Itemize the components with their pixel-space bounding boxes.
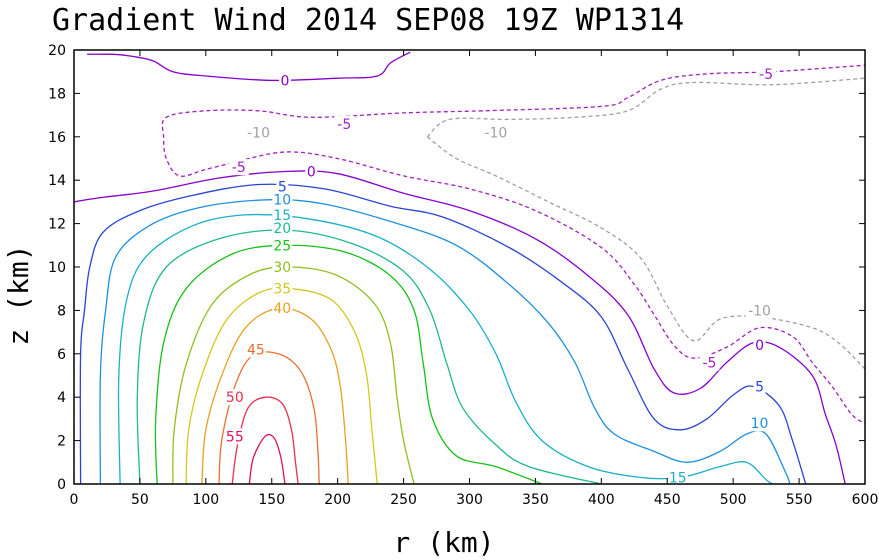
y-tick-label-8: 8 — [57, 303, 66, 319]
contour-label-10-1: 10 — [751, 416, 769, 432]
contour-line-45-seg-0 — [218, 351, 320, 484]
contour-label-bg-45-0 — [245, 341, 266, 358]
contour-line-30-seg-0 — [172, 266, 415, 484]
contour-label-35-0: 35 — [273, 282, 291, 298]
y-tick-label-20: 20 — [48, 43, 66, 59]
y-axis-title: z (km) — [2, 244, 35, 345]
x-tick-label-150: 150 — [258, 492, 285, 508]
contour-label-bg-5-1 — [753, 378, 766, 395]
plot-area — [74, 51, 865, 484]
contour-label-30-0: 30 — [273, 260, 291, 276]
chart-title: Gradient Wind 2014 SEP08 19Z WP1314 — [52, 3, 684, 38]
y-tick-label-16: 16 — [48, 130, 66, 146]
contour-label-bg-25-0 — [272, 237, 293, 254]
contour-line-40-seg-0 — [201, 307, 349, 484]
contour-line-0-seg-1 — [74, 170, 846, 484]
contour-line-5-seg-0 — [79, 183, 807, 484]
contour-label-20-0: 20 — [273, 221, 291, 237]
contour-label-bg-neg10-0 — [244, 124, 273, 141]
contour-line-35-seg-0 — [185, 287, 378, 484]
contour-line-55-seg-0 — [248, 433, 286, 484]
contour-label-bg-5-0 — [276, 178, 289, 195]
contour-label-45-0: 45 — [247, 342, 265, 358]
contour-label-neg10-0: -10 — [247, 125, 270, 141]
contour-label-neg5-0: -5 — [337, 117, 351, 133]
contour-label-bg-20-0 — [272, 219, 293, 236]
x-tick-label-0: 0 — [70, 492, 79, 508]
contour-label-bg-0-0 — [278, 72, 291, 89]
contour-label-50-0: 50 — [226, 390, 244, 406]
contour-label-neg5-3: -5 — [759, 67, 773, 83]
x-tick-label-400: 400 — [588, 492, 615, 508]
axes: 0 50 100 150 200 250 300 350 400 450 500 550 6000246… — [48, 43, 878, 508]
contour-line-10-seg-0 — [99, 199, 791, 484]
x-tick-label-450: 450 — [654, 492, 681, 508]
contour-label-10-0: 10 — [273, 193, 291, 209]
y-tick-label-2: 2 — [57, 434, 66, 450]
contour-label-bg-35-0 — [272, 280, 293, 297]
contour-label-bg-neg5-0 — [334, 115, 355, 132]
contour-label-5-1: 5 — [755, 379, 764, 395]
contour-label-bg-0-1 — [305, 163, 318, 180]
x-tick-label-200: 200 — [324, 492, 351, 508]
y-tick-label-4: 4 — [57, 390, 66, 406]
contour-labels: -10 -10-10-5-5-5-500055101015152025303540… — [224, 65, 777, 486]
contour-label-bg-50-0 — [224, 389, 245, 406]
x-tick-label-50: 50 — [131, 492, 149, 508]
contour-line-neg10-seg-0 — [426, 77, 865, 138]
plot-frame — [73, 49, 866, 485]
contour-label-bg-10-1 — [749, 415, 770, 432]
x-tick-label-350: 350 — [522, 492, 549, 508]
contour-label-bg-10-0 — [272, 191, 293, 208]
x-tick-label-600: 600 — [852, 492, 879, 508]
contour-line-25-seg-0 — [154, 244, 543, 484]
y-tick-label-10: 10 — [48, 260, 66, 276]
contour-label-neg5-2: -5 — [702, 355, 716, 371]
contour-label-bg-neg5-2 — [699, 354, 720, 371]
contour-label-55-0: 55 — [226, 429, 244, 445]
contour-label-neg5-1: -5 — [232, 160, 246, 176]
contour-line-20-seg-0 — [136, 229, 602, 484]
contour-label-bg-15-0 — [272, 206, 293, 223]
contour-label-0-0: 0 — [280, 73, 289, 89]
contour-label-15-0: 15 — [273, 208, 291, 224]
contour-label-bg-neg10-2 — [745, 302, 774, 319]
contour-label-bg-0-2 — [753, 337, 766, 354]
contour-label-40-0: 40 — [273, 301, 291, 317]
contour-label-neg10-1: -10 — [484, 125, 507, 141]
contour-line-neg10-seg-1 — [426, 136, 865, 370]
contour-line-neg5-seg-1 — [232, 151, 865, 424]
contour-line-0-seg-0 — [87, 51, 411, 82]
contour-label-bg-55-0 — [224, 428, 245, 445]
y-tick-label-6: 6 — [57, 347, 66, 363]
y-tick-label-18: 18 — [48, 86, 66, 102]
contour-label-5-0: 5 — [278, 180, 287, 196]
contour-label-bg-30-0 — [272, 259, 293, 275]
y-tick-label-0: 0 — [57, 477, 66, 493]
contour-label-15-1: 15 — [669, 470, 687, 486]
x-tick-label-250: 250 — [390, 492, 417, 508]
contour-label-bg-neg5-1 — [228, 159, 249, 176]
x-tick-label-300: 300 — [456, 492, 483, 508]
contour-label-0-2: 0 — [755, 338, 764, 354]
y-tick-label-12: 12 — [48, 217, 66, 233]
contour-label-bg-15-1 — [667, 469, 688, 486]
y-tick-label-14: 14 — [48, 173, 66, 189]
contour-label-0-1: 0 — [307, 165, 316, 181]
x-tick-label-100: 100 — [192, 492, 219, 508]
x-tick-label-500: 500 — [720, 492, 747, 508]
contour-label-neg10-2: -10 — [748, 303, 771, 319]
contour-label-bg-neg5-3 — [756, 65, 777, 82]
contour-label-25-0: 25 — [273, 238, 291, 254]
contour-line-15-seg-0 — [117, 213, 774, 484]
contour-label-bg-neg10-1 — [481, 124, 510, 141]
x-axis-title: r (km) — [393, 526, 494, 559]
x-tick-label-550: 550 — [786, 492, 813, 508]
contour-label-bg-40-0 — [272, 300, 293, 317]
